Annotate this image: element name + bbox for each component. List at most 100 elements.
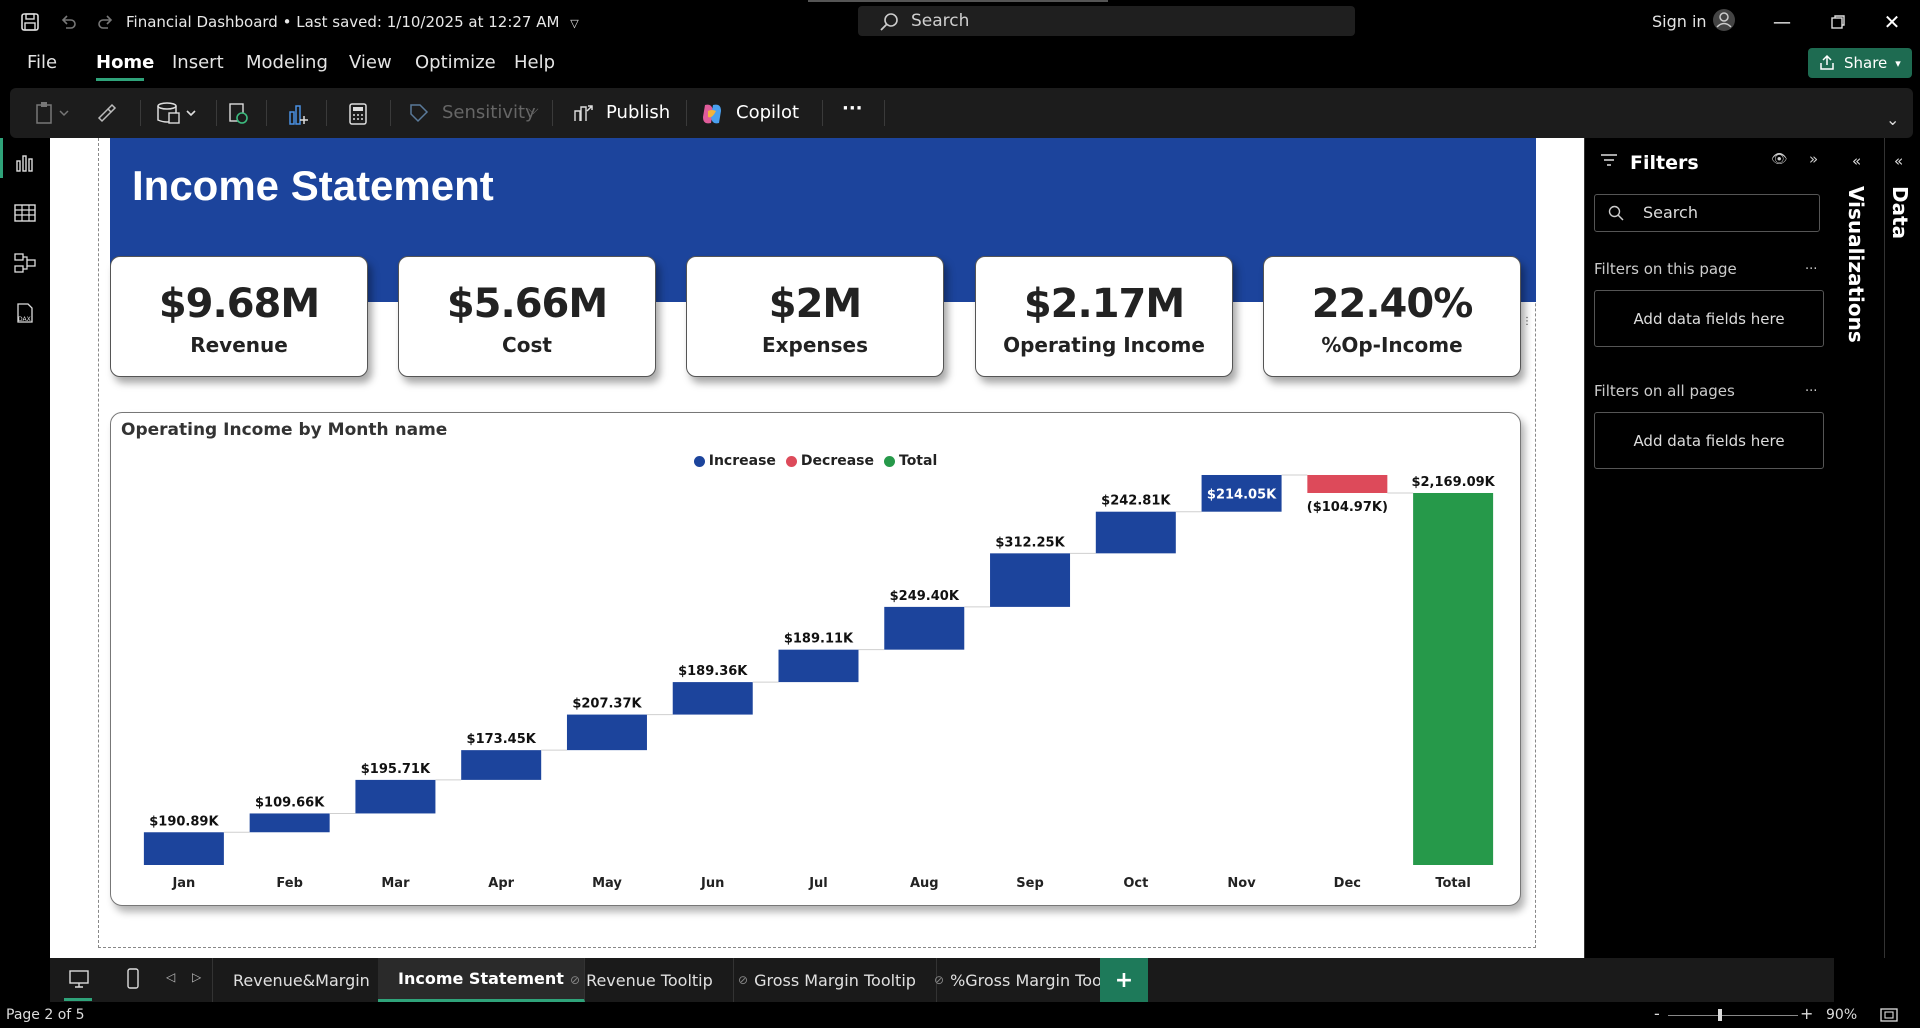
sign-in-link[interactable]: Sign in xyxy=(1652,12,1707,31)
kpi-card-op-income-pct[interactable]: 22.40% %Op-Income xyxy=(1263,256,1521,377)
tab-income-statement[interactable]: Income Statement xyxy=(378,958,585,1002)
paste-icon[interactable] xyxy=(32,100,72,126)
restore-icon[interactable] xyxy=(1826,10,1850,34)
fit-to-page-icon[interactable] xyxy=(1878,1006,1900,1024)
zoom-in-button[interactable]: + xyxy=(1800,1004,1814,1023)
share-button[interactable]: Share ▾ xyxy=(1808,48,1912,78)
minimize-icon[interactable]: — xyxy=(1773,11,1791,33)
tab-revenue-tooltip[interactable]: ⊘ Revenue Tooltip xyxy=(550,958,734,1002)
publish-button[interactable]: Publish xyxy=(606,102,671,123)
zoom-slider-thumb[interactable] xyxy=(1718,1009,1722,1021)
separator-dot: • xyxy=(282,13,297,31)
kpi-card-operating-income[interactable]: $2.17M Operating Income xyxy=(975,256,1233,377)
tab-gross-margin-tooltip[interactable]: ⊘ Gross Margin Tooltip xyxy=(718,958,937,1002)
menu-modeling[interactable]: Modeling xyxy=(246,52,328,73)
copilot-icon[interactable] xyxy=(698,100,726,128)
waterfall-bar[interactable] xyxy=(672,682,753,715)
kpi-card-cost[interactable]: $5.66M Cost xyxy=(398,256,656,377)
search-icon xyxy=(1608,205,1624,221)
waterfall-bar[interactable] xyxy=(884,606,965,650)
legend-item-increase[interactable]: Increase xyxy=(693,453,776,469)
kpi-card-expenses[interactable]: $2M Expenses xyxy=(686,256,944,377)
waterfall-bar[interactable] xyxy=(1413,492,1494,865)
collapse-pane-icon[interactable]: » xyxy=(1809,150,1819,168)
sensitivity-icon[interactable] xyxy=(406,100,432,126)
resize-handle[interactable]: ⋮ xyxy=(1522,316,1532,327)
chevron-down-icon[interactable]: ⌵ xyxy=(528,102,539,118)
waterfall-bar[interactable] xyxy=(143,832,224,865)
model-view-icon[interactable] xyxy=(12,250,38,276)
new-measure-icon[interactable] xyxy=(344,100,372,128)
document-title[interactable]: Financial Dashboard • Last saved: 1/10/2… xyxy=(126,13,579,31)
ribbon-separator xyxy=(326,100,327,126)
dax-query-view-icon[interactable]: DAX xyxy=(12,300,38,326)
close-icon[interactable]: ✕ xyxy=(1883,10,1901,34)
legend-label: Total xyxy=(899,453,938,469)
expand-data-icon[interactable]: « xyxy=(1894,152,1904,170)
next-page-icon[interactable]: ▷ xyxy=(192,970,202,984)
view-switcher-rail: DAX xyxy=(0,138,50,1028)
legend-item-decrease[interactable]: Decrease xyxy=(785,453,874,469)
kpi-value: $2M xyxy=(768,281,862,327)
waterfall-bar[interactable] xyxy=(778,649,859,683)
global-search-input[interactable]: Search xyxy=(858,6,1355,36)
waterfall-bar[interactable] xyxy=(990,553,1071,607)
menu-insert[interactable]: Insert xyxy=(172,52,224,73)
x-tick-label: Apr xyxy=(488,876,514,891)
redo-icon[interactable] xyxy=(94,10,118,34)
x-tick-label: Nov xyxy=(1227,876,1256,891)
waterfall-bar[interactable] xyxy=(249,813,330,833)
add-page-button[interactable]: + xyxy=(1100,958,1148,1002)
more-options-icon[interactable]: ... xyxy=(1805,258,1818,273)
data-label: $207.37K xyxy=(572,697,642,712)
collapse-ribbon-icon[interactable]: ⌄ xyxy=(1886,110,1900,129)
zoom-slider[interactable] xyxy=(1668,1015,1798,1016)
page-filter-drop-well[interactable]: Add data fields here xyxy=(1594,290,1824,347)
previous-page-icon[interactable]: ◁ xyxy=(166,970,176,984)
save-icon[interactable] xyxy=(18,10,42,34)
chevron-down-icon[interactable]: ▽ xyxy=(570,17,579,30)
sensitivity-label[interactable]: Sensitivity xyxy=(442,102,536,123)
format-painter-icon[interactable] xyxy=(94,100,120,126)
publish-icon[interactable] xyxy=(570,100,596,126)
waterfall-bar[interactable] xyxy=(1201,474,1282,512)
hidden-page-icon: ⊘ xyxy=(934,973,945,987)
waterfall-chart-card[interactable]: $190.89K Jan $109.66K Feb $195.71K Mar $173.45… xyxy=(110,412,1521,906)
waterfall-bar[interactable] xyxy=(461,750,542,780)
get-data-icon[interactable] xyxy=(154,100,200,126)
hidden-page-icon: ⊘ xyxy=(738,973,749,987)
x-tick-label: Jan xyxy=(171,876,195,891)
waterfall-bar[interactable] xyxy=(355,779,436,814)
more-options-icon[interactable]: ··· xyxy=(842,98,863,119)
more-options-icon[interactable]: ... xyxy=(1805,380,1818,395)
zoom-level[interactable]: 90% xyxy=(1826,1007,1858,1023)
tab-revenue-margin[interactable]: Revenue&Margin xyxy=(212,958,391,1002)
account-icon[interactable] xyxy=(1712,8,1736,32)
new-visual-icon[interactable] xyxy=(284,100,312,128)
menu-file[interactable]: File xyxy=(27,52,58,73)
eye-icon[interactable]: 👁 xyxy=(1771,152,1788,167)
zoom-out-button[interactable]: - xyxy=(1654,1004,1660,1023)
waterfall-bar[interactable] xyxy=(1307,474,1388,493)
mobile-layout-icon[interactable] xyxy=(120,966,146,992)
visualizations-pane-tab[interactable]: Visualizations xyxy=(1844,186,1868,343)
waterfall-bar[interactable] xyxy=(566,714,647,751)
all-pages-filter-drop-well[interactable]: Add data fields here xyxy=(1594,412,1824,469)
waterfall-bar[interactable] xyxy=(1095,511,1176,554)
report-view-icon[interactable] xyxy=(12,150,38,176)
menu-help[interactable]: Help xyxy=(514,52,556,73)
undo-icon[interactable] xyxy=(56,10,80,34)
kpi-card-revenue[interactable]: $9.68M Revenue xyxy=(110,256,368,377)
desktop-layout-icon[interactable] xyxy=(64,966,94,992)
menu-home[interactable]: Home xyxy=(96,52,155,73)
menu-optimize[interactable]: Optimize xyxy=(415,52,496,73)
refresh-icon[interactable] xyxy=(224,100,252,128)
legend-item-total[interactable]: Total xyxy=(884,453,937,469)
expand-visualizations-icon[interactable]: « xyxy=(1852,152,1862,170)
table-view-icon[interactable] xyxy=(12,200,38,226)
data-pane-tab[interactable]: Data xyxy=(1888,186,1912,240)
copilot-button[interactable]: Copilot xyxy=(736,102,800,123)
data-label: $195.71K xyxy=(361,762,431,777)
menu-view[interactable]: View xyxy=(349,52,392,73)
filters-search-input[interactable]: Search xyxy=(1594,194,1820,232)
